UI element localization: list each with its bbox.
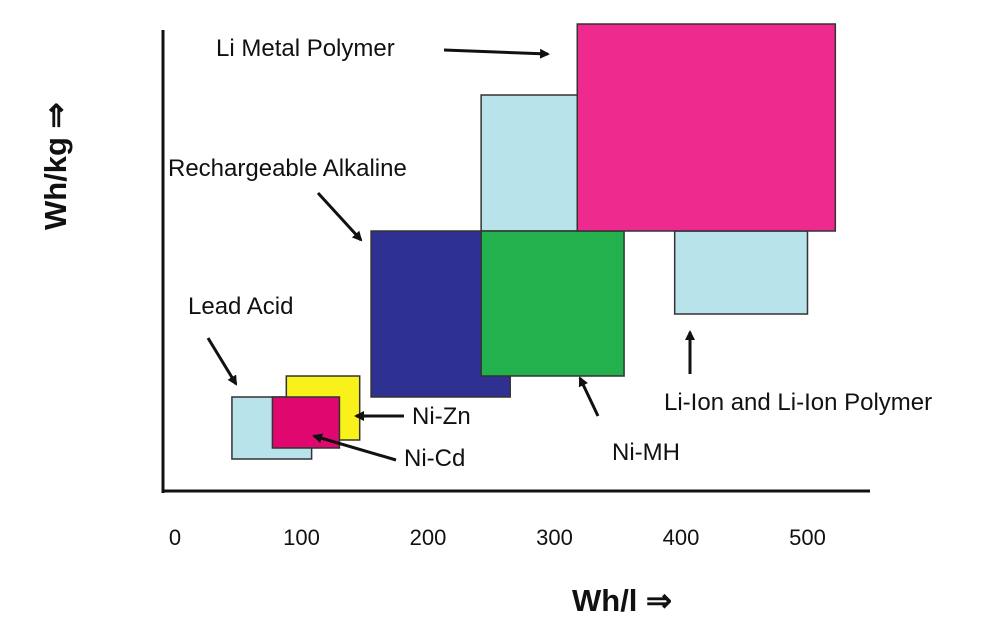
x-tick-labels: 0 100 200 300 400 500 <box>169 525 826 550</box>
arrow-li-metal-polymer <box>443 48 550 59</box>
label-li-metal-polymer: Li Metal Polymer <box>216 35 395 62</box>
box-ni-mh <box>480 230 625 377</box>
x-axis-title: Wh/l ⇒ <box>572 583 672 618</box>
box-li-ion-wide <box>673 230 809 315</box>
label-rechargeable-alkaline: Rechargeable Alkaline <box>168 155 407 182</box>
label-li-ion-polymer: Li-Ion and Li-Ion Polymer <box>664 389 932 416</box>
x-tick-label: 400 <box>663 525 700 550</box>
label-lead-acid: Lead Acid <box>188 293 293 320</box>
data-boxes <box>231 23 837 460</box>
arrow-rechargeable-alkaline <box>316 191 363 242</box>
label-ni-zn: Ni-Zn <box>412 403 471 430</box>
arrow-ni-mh <box>578 376 600 417</box>
y-axis-title: Wh/kg ⇒ <box>38 102 73 230</box>
x-tick-label: 300 <box>536 525 573 550</box>
x-tick-label: 200 <box>410 525 447 550</box>
box-li-metal-polymer <box>576 23 837 232</box>
x-tick-label: 100 <box>283 525 320 550</box>
label-ni-mh: Ni-MH <box>612 439 680 466</box>
arrow-ni-cd <box>312 433 397 462</box>
box-li-ion-tall <box>480 94 579 232</box>
arrow-lead-acid <box>206 337 238 386</box>
label-ni-cd: Ni-Cd <box>404 445 465 472</box>
x-tick-label: 500 <box>789 525 826 550</box>
x-tick-label: 0 <box>169 525 181 550</box>
